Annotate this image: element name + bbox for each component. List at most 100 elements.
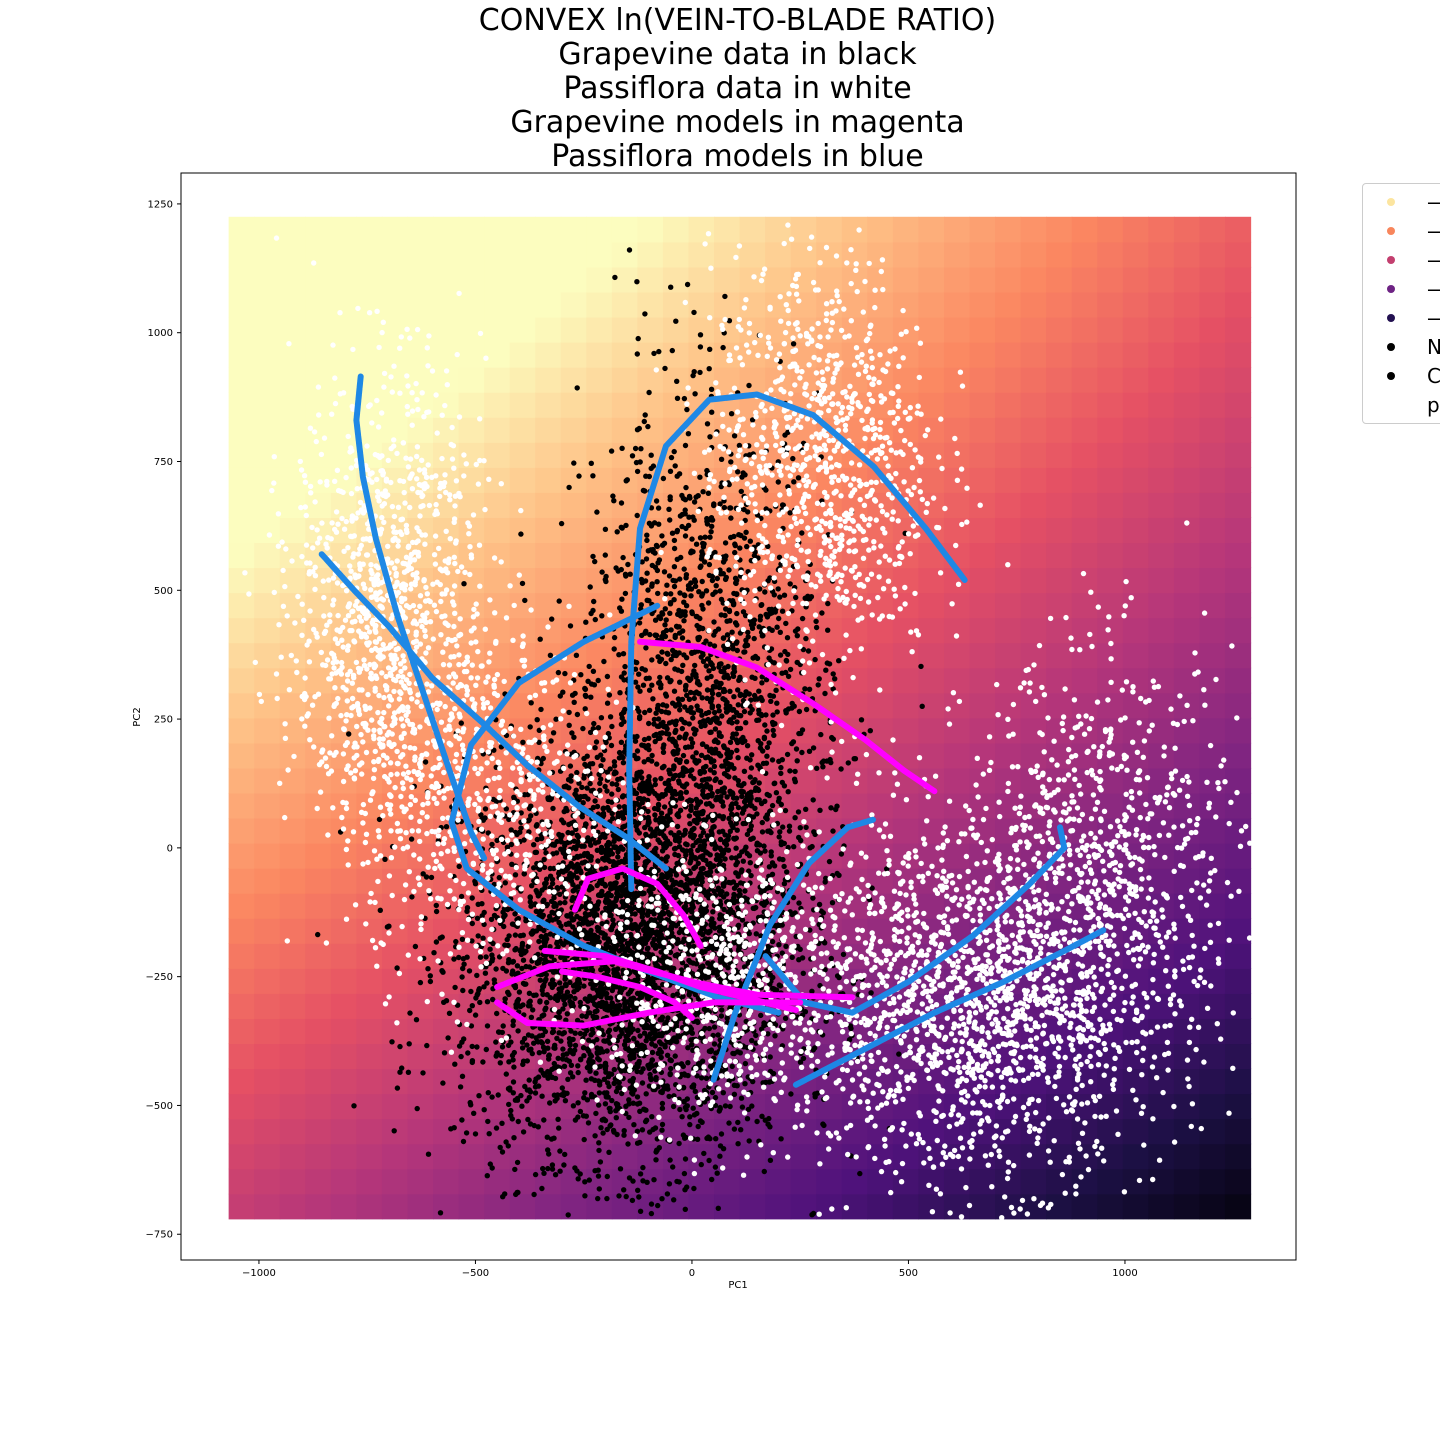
heatmap-cell: [969, 316, 996, 343]
grapevine-data-point: [638, 1069, 644, 1075]
grapevine-data-point: [596, 1090, 603, 1096]
heatmap-cell: [969, 342, 996, 368]
grapevine-data-point: [565, 913, 571, 919]
grapevine-data-point: [584, 1027, 590, 1034]
heatmap-cell: [867, 291, 894, 318]
heatmap-cell: [305, 1143, 332, 1170]
grapevine-data-point: [496, 1029, 502, 1035]
heatmap-cell: [1122, 517, 1149, 544]
heatmap-cell: [228, 1043, 255, 1070]
heatmap-cell: [1224, 517, 1252, 544]
heatmap-cell: [381, 1068, 409, 1095]
heatmap-cell: [969, 1193, 996, 1220]
grapevine-data-point: [497, 1060, 503, 1066]
heatmap-cell: [228, 517, 255, 544]
heatmap-cell: [560, 567, 587, 594]
heatmap-cell: [1148, 467, 1175, 493]
grapevine-data-point: [776, 834, 782, 840]
heatmap-cell: [892, 792, 920, 819]
heatmap-cell: [1148, 342, 1175, 368]
grapevine-data-point: [437, 1210, 444, 1216]
grapevine-data-point: [467, 1099, 473, 1106]
heatmap-cell: [1148, 1143, 1175, 1170]
heatmap-cell: [330, 216, 357, 243]
grapevine-data-point: [549, 876, 556, 883]
heatmap-cell: [1071, 392, 1098, 418]
heatmap-cell: [1071, 417, 1098, 443]
grapevine-data-point: [575, 1176, 581, 1182]
grapevine-data-point: [615, 786, 621, 793]
grapevine-data-point: [526, 990, 533, 996]
grapevine-data-point: [536, 910, 542, 916]
heatmap-cell: [433, 241, 460, 268]
heatmap-cell: [918, 367, 945, 393]
grapevine-data-point: [417, 979, 424, 986]
heatmap-cell: [254, 291, 281, 318]
heatmap-cell: [535, 1193, 562, 1220]
grapevine-data-point: [647, 1129, 653, 1135]
grapevine-data-point: [623, 1193, 629, 1200]
heatmap-cell: [1020, 342, 1047, 368]
heatmap-cell: [1020, 592, 1047, 619]
grapevine-data-point: [776, 942, 782, 948]
grapevine-data-point: [577, 999, 583, 1006]
grapevine-data-point: [477, 999, 483, 1006]
grapevine-data-point: [531, 842, 537, 848]
grapevine-data-point: [533, 1076, 539, 1082]
grapevine-data-point: [644, 995, 651, 1001]
heatmap-cell: [1046, 1118, 1073, 1145]
grapevine-data-point: [667, 1157, 673, 1163]
heatmap-cell: [228, 993, 255, 1019]
heatmap-cell: [841, 1168, 868, 1195]
grapevine-data-point: [822, 940, 828, 946]
grapevine-data-point: [475, 933, 481, 939]
heatmap-cell: [637, 266, 664, 293]
heatmap-cell: [228, 943, 255, 969]
grapevine-data-point: [595, 858, 601, 864]
heatmap-cell: [1071, 717, 1098, 744]
heatmap-cell: [1122, 342, 1149, 368]
heatmap-cell: [586, 316, 613, 343]
grapevine-data-point: [810, 895, 816, 901]
heatmap-cell: [279, 868, 306, 894]
grapevine-data-point: [640, 1164, 646, 1171]
grapevine-data-point: [526, 1077, 532, 1083]
grapevine-data-point: [487, 946, 493, 952]
heatmap-cell: [688, 241, 715, 268]
grapevine-data-point: [549, 977, 556, 983]
grapevine-data-point: [560, 1052, 566, 1058]
heatmap-cell: [918, 241, 945, 268]
heatmap-cell: [943, 342, 971, 368]
grapevine-data-point: [621, 1187, 627, 1193]
heatmap-cell: [356, 1068, 383, 1095]
heatmap-cell: [1122, 467, 1149, 493]
grapevine-data-point: [697, 1118, 704, 1124]
heatmap-cell: [1173, 742, 1201, 769]
heatmap-cell: [509, 1193, 536, 1220]
heatmap-cell: [1148, 692, 1175, 719]
heatmap-cell: [816, 767, 843, 794]
grapevine-data-point: [537, 998, 543, 1004]
heatmap-cell: [356, 1168, 383, 1195]
heatmap-cell: [816, 1168, 843, 1195]
grapevine-data-point: [422, 759, 429, 765]
heatmap-cell: [484, 1193, 511, 1220]
heatmap-cell: [1122, 692, 1149, 719]
grapevine-data-point: [693, 750, 699, 756]
grapevine-data-point: [497, 1144, 503, 1151]
grapevine-data-point: [738, 1095, 745, 1101]
heatmap-cell: [918, 216, 945, 243]
grapevine-data-point: [556, 919, 562, 926]
grapevine-data-point: [670, 1103, 677, 1110]
grapevine-data-point: [744, 1116, 751, 1122]
heatmap-cell: [254, 1168, 281, 1195]
heatmap-cell: [407, 216, 434, 243]
grapevine-data-point: [597, 1063, 604, 1070]
grapevine-data-point: [636, 1060, 642, 1067]
heatmap-cell: [535, 442, 562, 468]
heatmap-cell: [1173, 367, 1201, 393]
grapevine-data-point: [586, 911, 593, 918]
heatmap-cell: [279, 417, 306, 443]
heatmap-cell: [1224, 667, 1252, 694]
grapevine-data-point: [618, 933, 625, 939]
